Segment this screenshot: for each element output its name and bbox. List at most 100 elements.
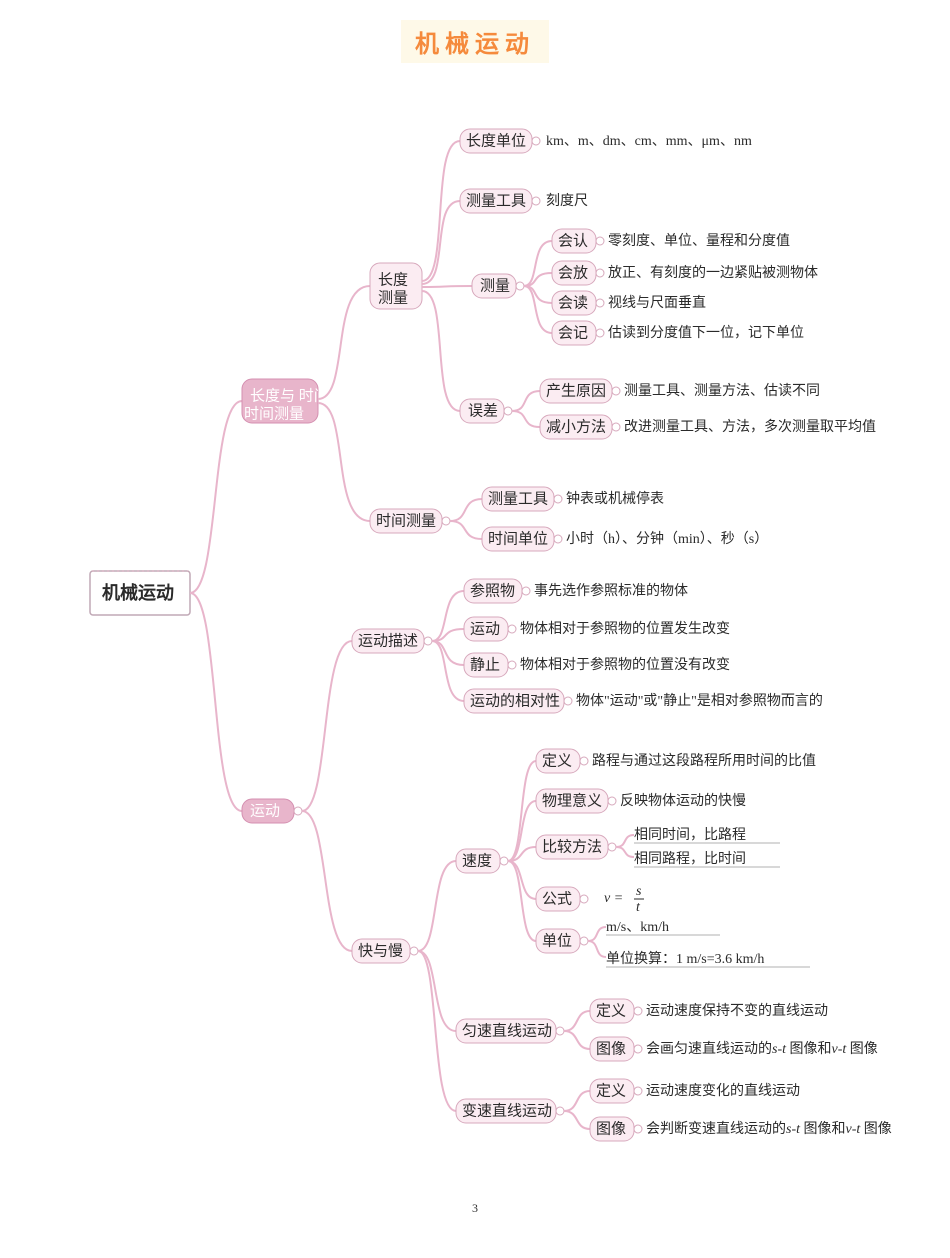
svg-text:测量: 测量 [378, 289, 408, 306]
svg-text:m/s、km/h: m/s、km/h [606, 920, 669, 935]
node-fast-slow: 快与慢 [352, 939, 418, 963]
root-node: 机械运动 [90, 571, 190, 615]
leaf-speed-unit: 单位 m/s、km/h 单位换算：1 m/s=3.6 km/h [536, 920, 810, 967]
svg-text:运动: 运动 [470, 620, 500, 637]
svg-text:静止: 静止 [470, 656, 500, 673]
svg-text:事先选作参照标准的物体: 事先选作参照标准的物体 [534, 582, 688, 599]
svg-text:时间单位: 时间单位 [488, 530, 548, 547]
node-length-measure: 长度 测量 [370, 263, 422, 309]
leaf-length-units: km、m、dm、cm、mm、μm、nm [546, 134, 752, 149]
svg-text:定义: 定义 [542, 752, 572, 769]
svg-text:机械运动: 机械运动 [102, 582, 174, 603]
svg-text:时间测量: 时间测量 [376, 512, 436, 529]
svg-text:视线与尺面垂直: 视线与尺面垂直 [608, 294, 706, 311]
svg-text:运动速度保持不变的直线运动: 运动速度保持不变的直线运动 [646, 1002, 828, 1019]
leaf-m3: 会读 视线与尺面垂直 [552, 291, 706, 315]
svg-text:小时（h）、分钟（min）、秒（s）: 小时（h）、分钟（min）、秒（s） [566, 530, 768, 547]
svg-text:s: s [636, 884, 642, 899]
node-speed: 速度 [456, 849, 508, 873]
node-time-measure: 时间测量 [370, 509, 450, 533]
leaf-move: 运动 物体相对于参照物的位置发生改变 [464, 617, 730, 641]
svg-text:减小方法: 减小方法 [546, 418, 606, 435]
svg-text:时间测量: 时间测量 [244, 405, 304, 422]
svg-text:运动: 运动 [250, 802, 280, 819]
node-length-tool: 测量工具 刻度尺 [460, 189, 588, 213]
leaf-speed-meaning: 物理意义 反映物体运动的快慢 [536, 789, 746, 813]
svg-text:反映物体运动的快慢: 反映物体运动的快慢 [620, 792, 746, 809]
svg-text:物理意义: 物理意义 [542, 791, 602, 809]
node-length-measure-sub: 测量 [472, 274, 524, 298]
svg-text:产生原因: 产生原因 [546, 382, 606, 399]
svg-text:测量: 测量 [480, 277, 510, 294]
leaf-rel: 运动的相对性 物体"运动"或"静止"是相对参照物而言的 [464, 689, 823, 713]
leaf-time-unit: 时间单位 小时（h）、分钟（min）、秒（s） [482, 527, 768, 551]
page-title: 机械运动 [401, 20, 549, 63]
svg-text:运动速度变化的直线运动: 运动速度变化的直线运动 [646, 1082, 800, 1099]
leaf-u-def: 定义 运动速度保持不变的直线运动 [590, 999, 828, 1023]
svg-text:零刻度、单位、量程和分度值: 零刻度、单位、量程和分度值 [608, 233, 790, 249]
svg-text:会记: 会记 [558, 324, 588, 341]
node-uniform: 匀速直线运动 [456, 1019, 564, 1043]
leaf-speed-formula: 公式 v = s t [536, 884, 644, 915]
svg-text:v =: v = [604, 891, 623, 906]
svg-text:运动的相对性: 运动的相对性 [470, 692, 560, 709]
svg-text:测量工具: 测量工具 [466, 192, 526, 209]
svg-text:会判断变速直线运动的s-t 图像和v-t 图像: 会判断变速直线运动的s-t 图像和v-t 图像 [646, 1120, 892, 1137]
svg-text:放正、有刻度的一边紧贴被测物体: 放正、有刻度的一边紧贴被测物体 [608, 265, 818, 281]
svg-text:图像: 图像 [596, 1120, 626, 1137]
node-length-units: 长度单位 km、m、dm、cm、mm、μm、nm [460, 129, 752, 153]
svg-text:路程与通过这段路程所用时间的比值: 路程与通过这段路程所用时间的比值 [592, 752, 816, 769]
leaf-speed-def: 定义 路程与通过这段路程所用时间的比值 [536, 749, 816, 773]
mindmap-canvas: 机械运动 长度与 时间测量 时间测量 长度 测量 长度单位 km、m、dm、cm… [20, 81, 930, 1161]
leaf-v-def: 定义 运动速度变化的直线运动 [590, 1079, 800, 1103]
svg-text:运动描述: 运动描述 [358, 632, 418, 649]
leaf-e2: 减小方法 改进测量工具、方法，多次测量取平均值 [540, 415, 876, 439]
svg-text:物体相对于参照物的位置没有改变: 物体相对于参照物的位置没有改变 [520, 656, 730, 673]
svg-text:单位: 单位 [542, 932, 572, 949]
svg-text:长度单位: 长度单位 [466, 132, 526, 149]
svg-text:物体相对于参照物的位置发生改变: 物体相对于参照物的位置发生改变 [520, 620, 730, 637]
leaf-u-img: 图像 会画匀速直线运动的s-t 图像和v-t 图像 [590, 1037, 878, 1061]
svg-text:测量工具、测量方法、估读不同: 测量工具、测量方法、估读不同 [624, 382, 820, 399]
leaf-still: 静止 物体相对于参照物的位置没有改变 [464, 653, 730, 677]
svg-text:比较方法: 比较方法 [542, 837, 602, 855]
svg-text:t: t [636, 900, 641, 915]
svg-text:物体"运动"或"静止"是相对参照物而言的: 物体"运动"或"静止"是相对参照物而言的 [576, 692, 823, 709]
node-variable: 变速直线运动 [456, 1099, 564, 1123]
svg-text:匀速直线运动: 匀速直线运动 [462, 1022, 552, 1039]
svg-text:会放: 会放 [558, 264, 588, 281]
svg-text:公式: 公式 [542, 890, 572, 907]
node-motion: 运动 [242, 799, 302, 823]
leaf-time-tool: 测量工具 钟表或机械停表 [482, 487, 664, 511]
node-motion-desc: 运动描述 [352, 629, 432, 653]
svg-text:会画匀速直线运动的s-t 图像和v-t 图像: 会画匀速直线运动的s-t 图像和v-t 图像 [646, 1040, 878, 1057]
leaf-m1: 会认 零刻度、单位、量程和分度值 [552, 229, 790, 253]
leaf-v-img: 图像 会判断变速直线运动的s-t 图像和v-t 图像 [590, 1117, 892, 1141]
svg-text:估读到分度值下一位，记下单位: 估读到分度值下一位，记下单位 [608, 324, 804, 341]
leaf-speed-compare: 比较方法 相同时间，比路程 相同路程，比时间 [536, 827, 780, 867]
svg-text:误差: 误差 [468, 402, 498, 419]
svg-text:改进测量工具、方法，多次测量取平均值: 改进测量工具、方法，多次测量取平均值 [624, 418, 876, 435]
svg-text:定义: 定义 [596, 1002, 626, 1019]
page-number: 3 [20, 1201, 930, 1216]
svg-text:快与慢: 快与慢 [358, 942, 403, 959]
svg-text:会读: 会读 [558, 294, 588, 311]
svg-text:相同时间，比路程: 相同时间，比路程 [634, 827, 746, 843]
leaf-m4: 会记 估读到分度值下一位，记下单位 [552, 321, 804, 345]
leaf-e1: 产生原因 测量工具、测量方法、估读不同 [540, 379, 820, 403]
svg-text:变速直线运动: 变速直线运动 [462, 1102, 552, 1119]
svg-text:测量工具: 测量工具 [488, 490, 548, 507]
svg-text:图像: 图像 [596, 1040, 626, 1057]
leaf-ref: 参照物 事先选作参照标准的物体 [464, 579, 688, 603]
svg-text:相同路程，比时间: 相同路程，比时间 [634, 851, 746, 867]
svg-text:刻度尺: 刻度尺 [546, 193, 588, 209]
svg-text:钟表或机械停表: 钟表或机械停表 [566, 490, 664, 507]
label-length-time: 长度与 时间测量 [250, 387, 359, 404]
leaf-m2: 会放 放正、有刻度的一边紧贴被测物体 [552, 261, 818, 285]
svg-text:速度: 速度 [462, 852, 492, 869]
svg-text:定义: 定义 [596, 1082, 626, 1099]
svg-text:单位换算：1 m/s=3.6 km/h: 单位换算：1 m/s=3.6 km/h [606, 950, 764, 967]
node-length-time: 长度与 时间测量 时间测量 [242, 379, 359, 423]
node-error: 误差 [460, 399, 512, 423]
svg-text:参照物: 参照物 [470, 582, 515, 599]
